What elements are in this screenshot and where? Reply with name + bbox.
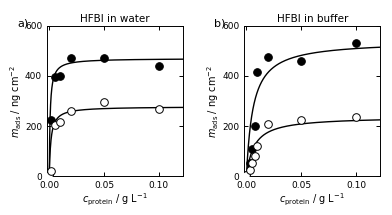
Text: b): b) [214,18,226,28]
X-axis label: $c_\mathrm{protein}$ / g L$^{-1}$: $c_\mathrm{protein}$ / g L$^{-1}$ [82,192,148,208]
Y-axis label: $m_\mathrm{ads}$ / ng cm$^{-2}$: $m_\mathrm{ads}$ / ng cm$^{-2}$ [8,64,24,138]
Title: HFBI in buffer: HFBI in buffer [276,14,348,24]
Title: HFBI in water: HFBI in water [80,14,150,24]
Y-axis label: $m_\mathrm{ads}$ / ng cm$^{-2}$: $m_\mathrm{ads}$ / ng cm$^{-2}$ [205,64,221,138]
X-axis label: $c_\mathrm{protein}$ / g L$^{-1}$: $c_\mathrm{protein}$ / g L$^{-1}$ [279,192,345,208]
Text: a): a) [17,18,28,28]
